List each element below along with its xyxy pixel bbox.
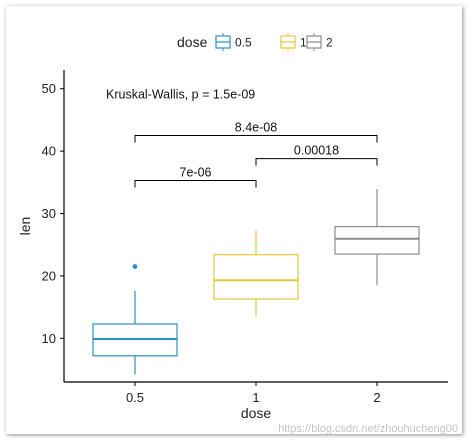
y-tick-label: 50 (42, 81, 56, 96)
legend-entry-label: 1 (300, 36, 307, 50)
x-tick-label: 1 (252, 390, 259, 405)
comparison-bracket (134, 179, 257, 188)
x-tick-label: 2 (373, 390, 380, 405)
y-tick-label: 20 (42, 268, 56, 283)
y-axis-title: len (17, 217, 33, 236)
x-axis-title: dose (241, 405, 272, 421)
x-tick-label: 0.5 (126, 390, 144, 405)
legend-entry-label: 0.5 (235, 36, 252, 50)
comparison-p-value: 0.00018 (294, 144, 339, 158)
comparison-p-value: 8.4e-08 (235, 121, 277, 135)
global-test-label: Kruskal-Wallis, p = 1.5e-09 (106, 87, 255, 101)
y-tick-label: 40 (42, 144, 56, 159)
chart-svg: 10 20 30 40 50 0.5 1 2 dose len 7e-06 0.00018 8.4e-0… (17, 33, 448, 421)
box-body (213, 254, 299, 300)
comparison-bracket (134, 135, 378, 143)
legend-title: dose (177, 34, 208, 50)
box-body (334, 226, 420, 255)
comparison-bracket (255, 158, 378, 166)
legend-entry-label: 2 (326, 36, 333, 50)
comparison-p-value: 7e-06 (180, 165, 212, 179)
y-tick-label: 30 (42, 206, 56, 221)
chart-frame: 10 20 30 40 50 0.5 1 2 dose len 7e-06 0.00018 8.4e-0… (6, 6, 462, 434)
y-tick-label: 10 (42, 331, 56, 346)
box-outlier-point (132, 264, 138, 269)
